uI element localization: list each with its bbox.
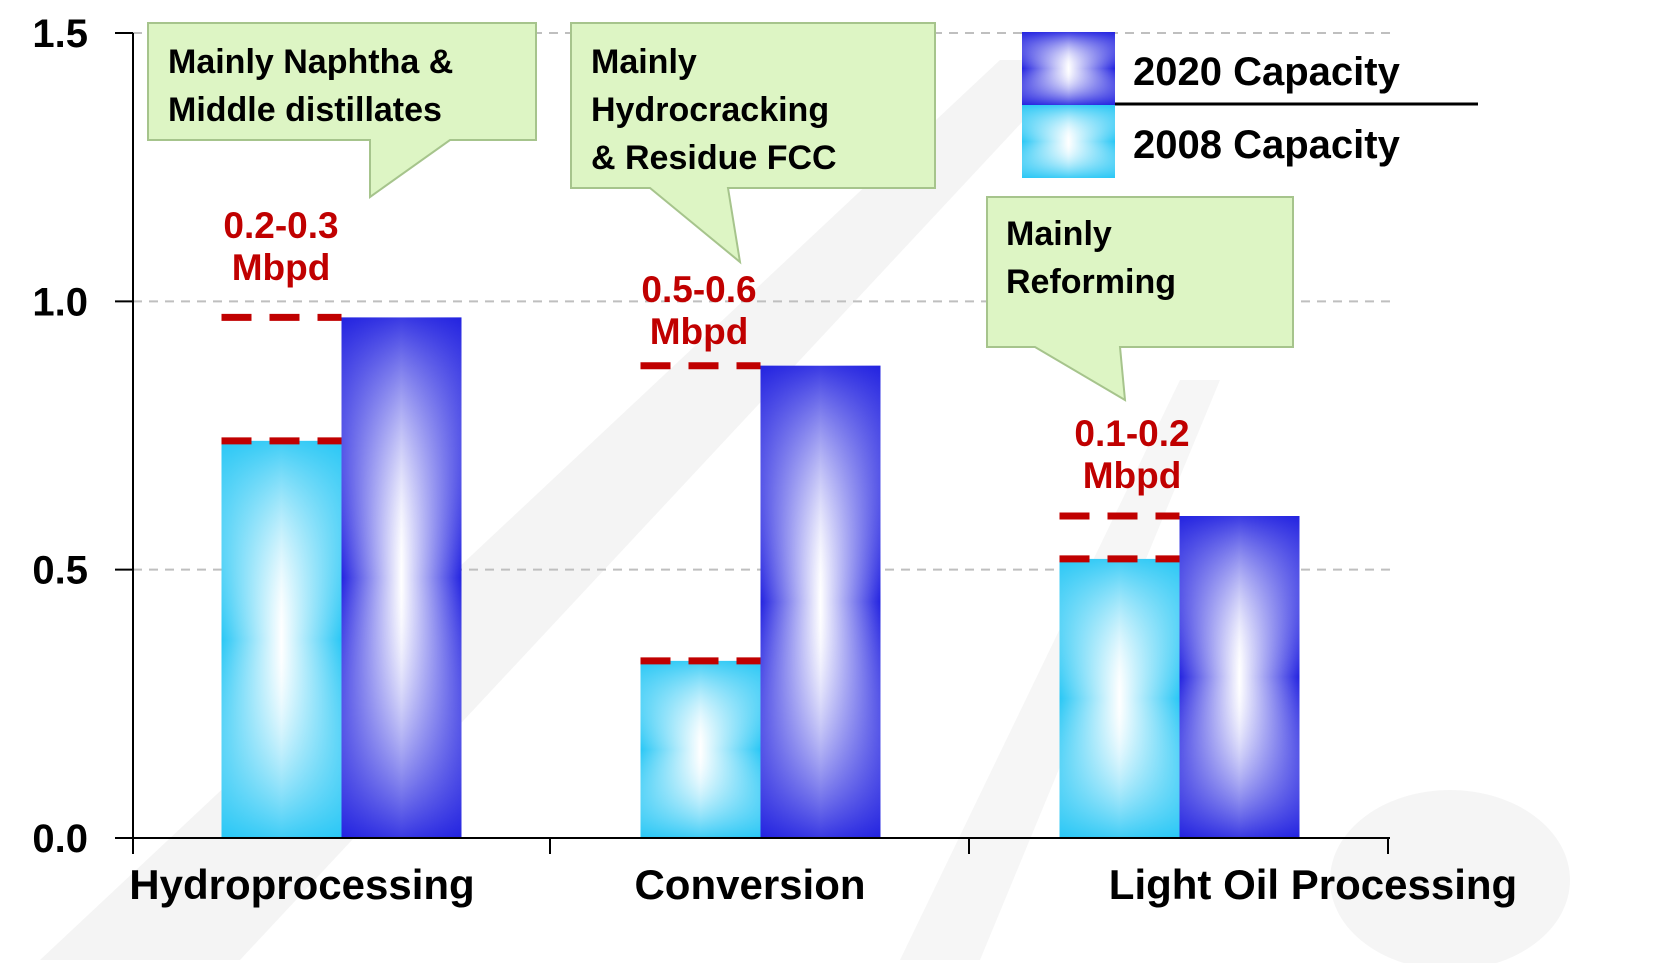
y-tick-label: 1.0 xyxy=(32,280,88,324)
legend-item-2020: 2020 Capacity xyxy=(1022,32,1401,105)
callouts: Mainly Naphtha &Middle distillatesMainly… xyxy=(147,22,1294,402)
x-tick-label: Light Oil Processing xyxy=(1109,861,1517,908)
bar-shade xyxy=(640,660,761,838)
axes: 0.0 0.5 1.0 1.5 Hydroprocessing Conversion Lig… xyxy=(32,12,1517,908)
callout-box xyxy=(986,196,1294,402)
y-tick-label: 1.5 xyxy=(32,12,88,56)
legend: 2020 Capacity 2008 Capacity xyxy=(1022,32,1478,178)
x-tick-label: Hydroprocessing xyxy=(129,861,474,908)
bar-2020-light-oil-processing xyxy=(1179,516,1300,838)
callout-conversion: Mainly Hydrocracking & Residue FCC xyxy=(570,22,936,265)
callout-text: Mainly Naphtha & xyxy=(168,43,453,81)
bar-2020-hydroprocessing xyxy=(341,317,462,838)
bar-2008-conversion xyxy=(640,660,761,838)
bars xyxy=(221,317,1300,838)
y-tick-label: 0.0 xyxy=(32,817,88,861)
bar-shade xyxy=(341,317,462,838)
increment-label: Mbpd xyxy=(650,311,749,352)
callout-box xyxy=(570,22,936,265)
legend-swatch-shade xyxy=(1022,105,1115,178)
increment-label: 0.2-0.3 xyxy=(223,205,338,246)
bar-shade xyxy=(1059,558,1180,838)
bar-2008-hydroprocessing xyxy=(221,440,342,838)
increment-label: 0.5-0.6 xyxy=(641,269,756,310)
increment-label: Mbpd xyxy=(1083,455,1182,496)
callout-hydroprocessing: Mainly Naphtha & Middle distillates xyxy=(147,22,537,199)
callout-text: Mainly xyxy=(1006,215,1112,253)
y-tick-label: 0.5 xyxy=(32,549,88,593)
callout-text: Middle distillates xyxy=(168,91,442,129)
x-tick-label: Conversion xyxy=(634,861,865,908)
callout-text: Mainly xyxy=(591,43,697,81)
callout-box xyxy=(147,22,537,199)
increment-label: 0.1-0.2 xyxy=(1074,413,1189,454)
increment-label: Mbpd xyxy=(232,247,331,288)
legend-label: 2008 Capacity xyxy=(1133,123,1401,167)
bar-2020-conversion xyxy=(760,365,881,838)
bar-2008-light-oil-processing xyxy=(1059,558,1180,838)
bar-shade xyxy=(221,440,342,838)
legend-swatch-shade xyxy=(1022,32,1115,105)
bar-shade xyxy=(1179,516,1300,838)
callout-light-oil-processing: Mainly Reforming xyxy=(986,196,1294,402)
callout-text: & Residue FCC xyxy=(591,139,837,177)
legend-item-2008: 2008 Capacity xyxy=(1022,105,1401,178)
bar-shade xyxy=(760,365,881,838)
callout-text: Hydrocracking xyxy=(591,91,829,129)
callout-text: Reforming xyxy=(1006,263,1176,301)
legend-label: 2020 Capacity xyxy=(1133,50,1401,94)
